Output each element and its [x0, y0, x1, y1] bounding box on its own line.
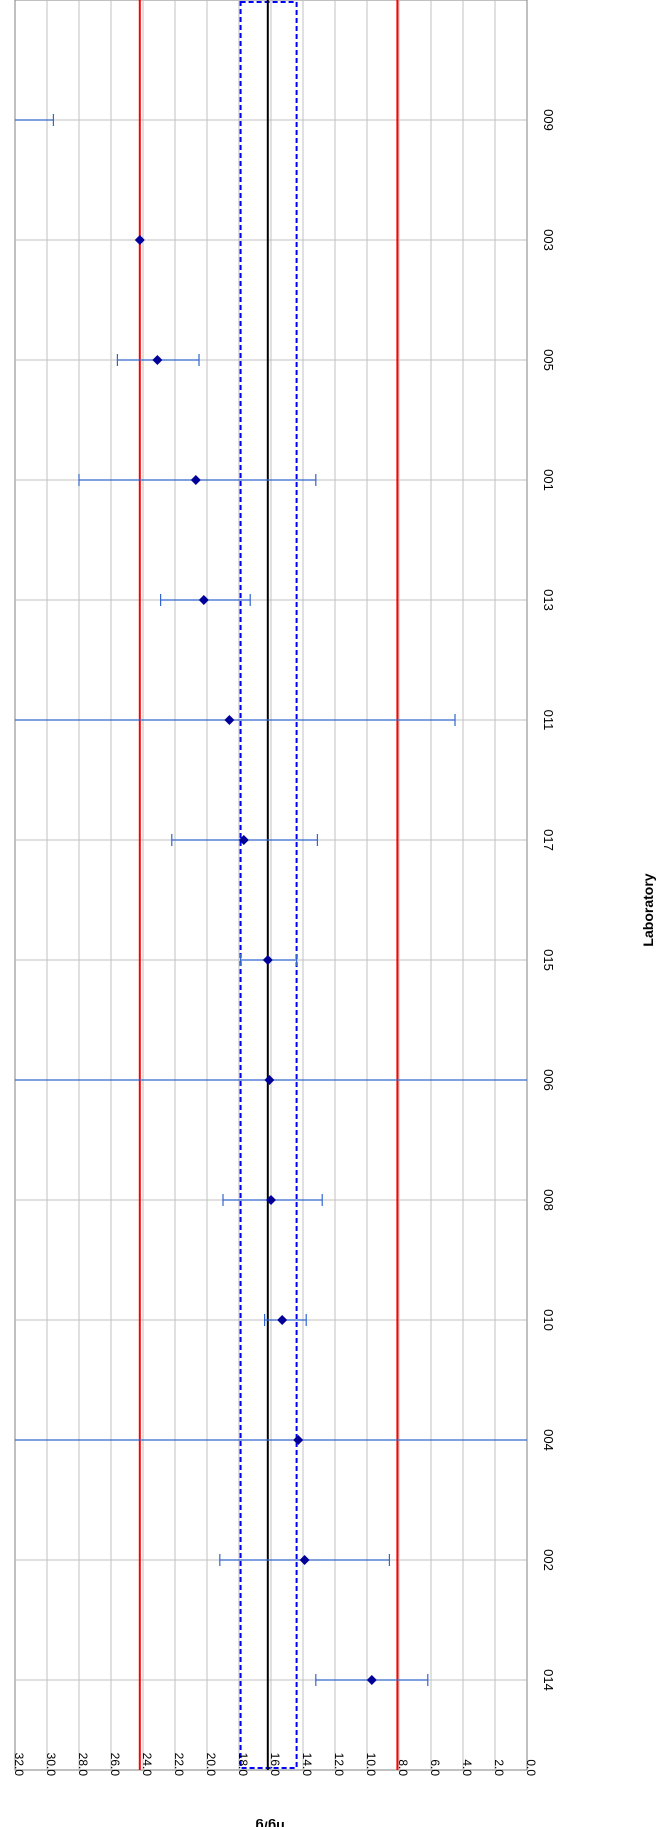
data-points: [134, 235, 377, 1685]
laboratory-tick-labels: 014 002 004 010 008 006 015 017 011 013 001 005 003 0…: [541, 109, 556, 1691]
data-point-marker: [266, 1195, 276, 1205]
value-tick-label: 0.0: [524, 1759, 538, 1776]
value-tick-label: 28.0: [76, 1753, 90, 1777]
data-point-marker: [366, 1675, 377, 1685]
value-axis-label: ng/g: [255, 1819, 285, 1827]
value-tick-label: 8.0: [396, 1759, 410, 1776]
value-tick-label: 26.0: [108, 1753, 122, 1777]
value-tick-label: 2.0: [492, 1759, 506, 1776]
laboratory-tick-label: 011: [541, 710, 556, 731]
laboratory-tick-label: 017: [541, 829, 556, 851]
data-point-marker: [134, 235, 145, 245]
data-point-marker: [262, 955, 273, 965]
data-point-marker: [299, 1555, 310, 1565]
value-tick-label: 12.0: [332, 1753, 346, 1777]
data-point-marker: [293, 1435, 304, 1445]
value-tick-label: 24.0: [140, 1753, 154, 1777]
value-tick-label: 6.0: [428, 1759, 442, 1776]
laboratory-tick-label: 003: [541, 229, 556, 251]
value-tick-label: 4.0: [460, 1759, 474, 1776]
reference-lines: [138, 0, 399, 1770]
value-tick-label: 16.0: [268, 1753, 282, 1777]
laboratory-tick-label: 013: [541, 589, 556, 611]
value-tick-label: 30.0: [44, 1753, 58, 1777]
laboratory-tick-label: 014: [541, 1669, 556, 1691]
laboratory-tick-label: 006: [541, 1069, 556, 1091]
laboratory-tick-label: 001: [541, 469, 556, 491]
data-point-marker: [277, 1315, 288, 1325]
data-point-marker: [264, 1075, 275, 1085]
value-tick-label: 18.0: [236, 1753, 250, 1777]
laboratory-tick-label: 009: [541, 109, 556, 131]
value-tick-label: 20.0: [204, 1753, 218, 1777]
data-point-marker: [198, 595, 209, 605]
value-tick-label: 10.0: [364, 1753, 378, 1777]
laboratory-axis-label: Laboratory: [640, 873, 656, 946]
data-point-marker: [152, 355, 163, 365]
value-axis-tick-labels: 0.0 2.0 4.0 6.0 8.0 10.0 12.0 14.0 16.0 18.0 20.0 2…: [12, 1753, 538, 1777]
value-tick-label: 32.0: [12, 1753, 26, 1777]
laboratory-tick-label: 004: [541, 1429, 556, 1451]
laboratory-tick-label: 008: [541, 1189, 556, 1211]
value-tick-label: 14.0: [300, 1753, 314, 1777]
laboratory-tick-label: 005: [541, 349, 556, 371]
value-tick-label: 22.0: [172, 1753, 186, 1777]
data-point-marker: [224, 715, 235, 725]
laboratory-tick-label: 010: [541, 1309, 556, 1331]
laboratory-tick-label: 015: [541, 949, 556, 971]
data-point-marker: [238, 835, 249, 845]
laboratory-tick-label: 002: [541, 1549, 556, 1571]
data-point-marker: [190, 475, 201, 485]
